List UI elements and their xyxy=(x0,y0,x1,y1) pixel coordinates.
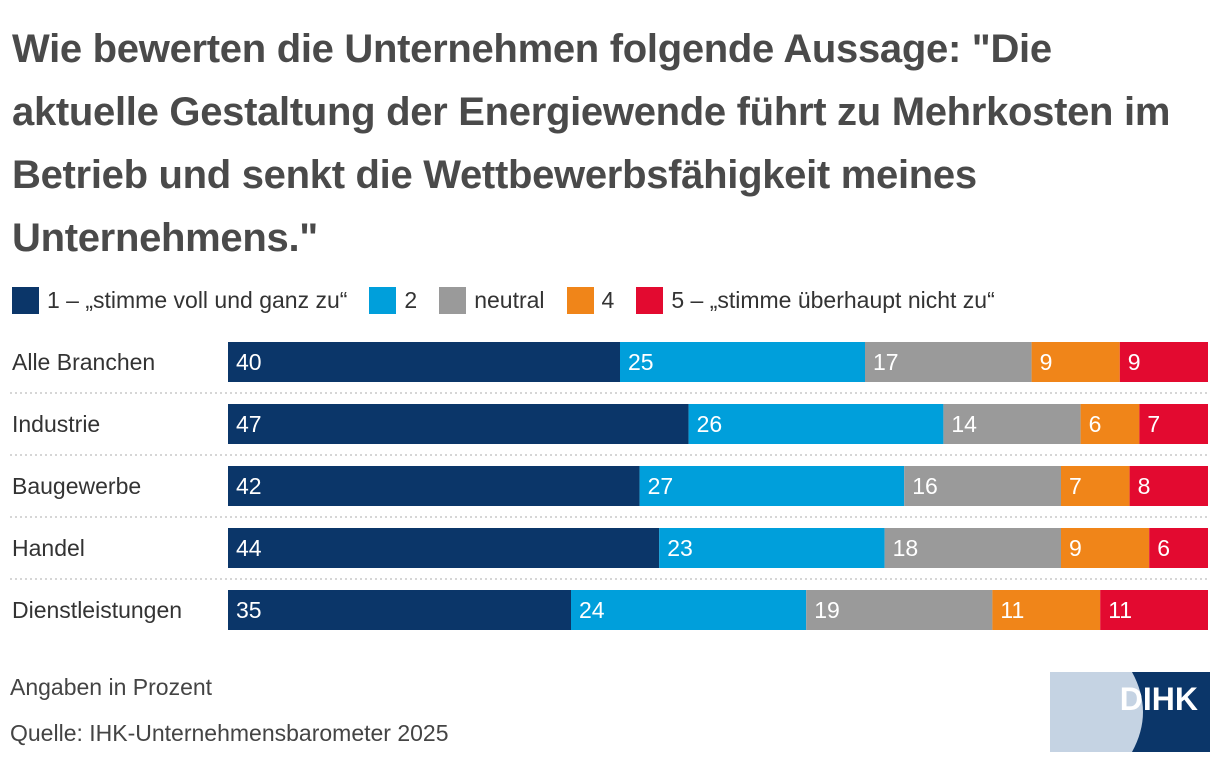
chart-title: Wie bewerten die Unternehmen folgende Au… xyxy=(12,27,1171,260)
data-label: 8 xyxy=(1138,473,1151,499)
bar-segment xyxy=(688,404,944,444)
bar-segment xyxy=(992,590,1101,630)
data-label: 11 xyxy=(1108,597,1132,623)
bar-row-baugewerbe: Baugewerbe 42 27 16 7 8 xyxy=(12,466,1208,506)
data-label: 35 xyxy=(236,597,262,623)
data-label: 23 xyxy=(667,535,693,561)
legend-label-neutral: neutral xyxy=(474,286,545,313)
data-label: 6 xyxy=(1157,535,1170,561)
bar-segment xyxy=(1139,404,1208,444)
bar-row-handel: Handel 44 23 18 9 6 xyxy=(12,528,1208,568)
legend-item-4: 4 xyxy=(566,286,615,314)
footnote-source: Quelle: IHK-Unternehmensbarometer 2025 xyxy=(10,720,449,746)
bar-segment xyxy=(228,590,571,630)
category-label: Dienstleistungen xyxy=(12,597,182,623)
legend-swatch-5 xyxy=(636,286,664,314)
data-label: 9 xyxy=(1069,535,1082,561)
legend-item-2: 2 xyxy=(369,286,418,314)
bar-segment xyxy=(228,404,689,444)
bar-segment xyxy=(884,528,1061,568)
bar-segment xyxy=(1119,342,1208,382)
bar-segment xyxy=(620,342,865,382)
bar-row-dienstleistungen: Dienstleistungen 35 24 19 11 11 xyxy=(12,590,1208,630)
data-label: 11 xyxy=(1000,597,1024,623)
data-label: 7 xyxy=(1069,473,1082,499)
bar-segment xyxy=(904,466,1061,506)
data-label: 16 xyxy=(912,473,938,499)
legend-label-5: 5 – „stimme überhaupt nicht zu“ xyxy=(671,286,995,313)
bar-segment xyxy=(943,404,1081,444)
data-label: 42 xyxy=(236,473,262,499)
legend-label-4: 4 xyxy=(601,286,615,313)
data-label: 47 xyxy=(236,411,262,437)
bar-segment xyxy=(1129,466,1208,506)
legend-item-neutral: neutral xyxy=(439,286,545,314)
bar-segment xyxy=(1149,528,1208,568)
logo-text: DIHK xyxy=(1120,681,1198,717)
logo-dark-shape xyxy=(1132,672,1210,752)
data-label: 7 xyxy=(1147,411,1160,437)
data-label: 19 xyxy=(814,597,840,623)
bar-segment xyxy=(228,528,660,568)
bar-segment xyxy=(806,590,993,630)
data-label: 17 xyxy=(873,349,899,375)
category-label: Alle Branchen xyxy=(12,349,155,375)
category-label: Handel xyxy=(12,535,85,561)
bar-segment xyxy=(228,466,640,506)
data-label: 27 xyxy=(648,473,674,499)
data-label: 6 xyxy=(1089,411,1102,437)
dihk-logo: DIHK xyxy=(1050,672,1210,752)
legend-swatch-4 xyxy=(566,286,594,314)
category-label: Industrie xyxy=(12,411,100,437)
bar-segment xyxy=(659,528,885,568)
legend-label-1: 1 – „stimme voll und ganz zu“ xyxy=(47,286,348,313)
legend-swatch-2 xyxy=(369,286,397,314)
data-label: 9 xyxy=(1128,349,1141,375)
bar-segment xyxy=(571,590,807,630)
bar-segment xyxy=(865,342,1032,382)
bar-segment xyxy=(1061,466,1130,506)
category-label: Baugewerbe xyxy=(12,473,141,499)
legend-swatch-1 xyxy=(12,286,39,314)
bar-segment xyxy=(639,466,905,506)
data-label: 40 xyxy=(236,349,262,375)
data-label: 44 xyxy=(236,535,262,561)
legend-item-1: 1 – „stimme voll und ganz zu“ xyxy=(12,286,348,314)
data-label: 18 xyxy=(893,535,919,561)
data-label: 26 xyxy=(697,411,723,437)
footnote-unit: Angaben in Prozent xyxy=(10,674,213,700)
data-label: 14 xyxy=(951,411,977,437)
data-label: 25 xyxy=(628,349,654,375)
bar-row-alle-branchen: Alle Branchen 40 25 17 9 9 xyxy=(12,342,1208,382)
data-label: 24 xyxy=(579,597,605,623)
bar-segment xyxy=(1100,590,1208,630)
bar-segment xyxy=(1061,528,1150,568)
bar-segment xyxy=(1031,342,1120,382)
legend: 1 – „stimme voll und ganz zu“ 2 neutral … xyxy=(12,284,1017,316)
bar-segment xyxy=(1080,404,1140,444)
bar-row-industrie: Industrie 47 26 14 6 7 xyxy=(12,404,1208,444)
legend-label-2: 2 xyxy=(404,286,418,313)
legend-swatch-neutral xyxy=(439,286,467,314)
data-label: 9 xyxy=(1040,349,1053,375)
legend-item-5: 5 – „stimme überhaupt nicht zu“ xyxy=(636,286,995,314)
bar-segment xyxy=(228,342,620,382)
